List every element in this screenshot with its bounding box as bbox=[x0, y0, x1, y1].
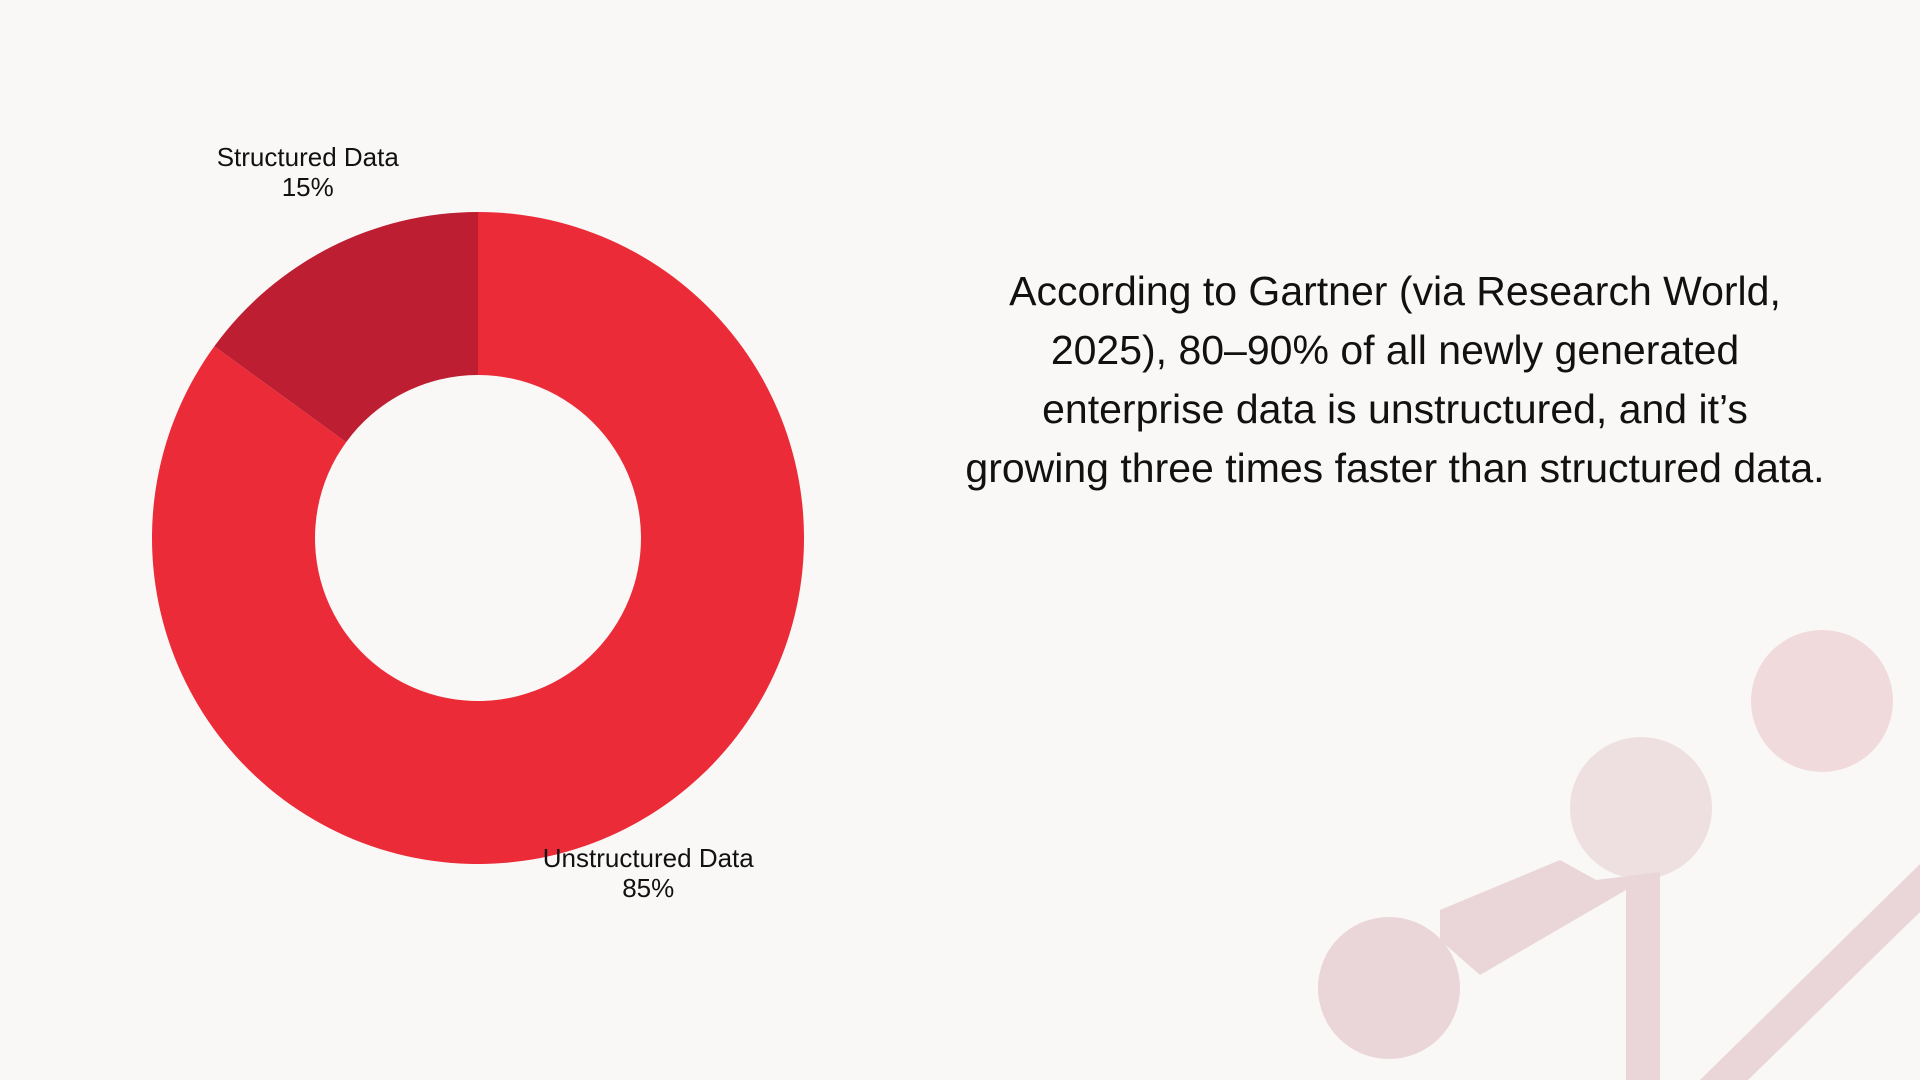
label-structured-data: Structured Data 15% bbox=[217, 142, 400, 202]
chart-labels: Structured Data 15% Unstructured Data 85% bbox=[217, 142, 755, 903]
gartner-quote: According to Gartner (via Research World… bbox=[965, 268, 1825, 491]
label-unstructured-data: Unstructured Data 85% bbox=[543, 843, 755, 903]
donut-chart: Structured Data 15% Unstructured Data 85% bbox=[151, 142, 804, 903]
label-value-structured-data: 15% bbox=[282, 172, 334, 202]
label-name-structured-data: Structured Data bbox=[217, 142, 400, 172]
slice-unstructured-data bbox=[151, 212, 804, 864]
chart-slices bbox=[151, 212, 804, 864]
slice-structured-data bbox=[214, 212, 479, 443]
label-name-unstructured-data: Unstructured Data bbox=[543, 843, 755, 873]
label-value-unstructured-data: 85% bbox=[622, 873, 674, 903]
